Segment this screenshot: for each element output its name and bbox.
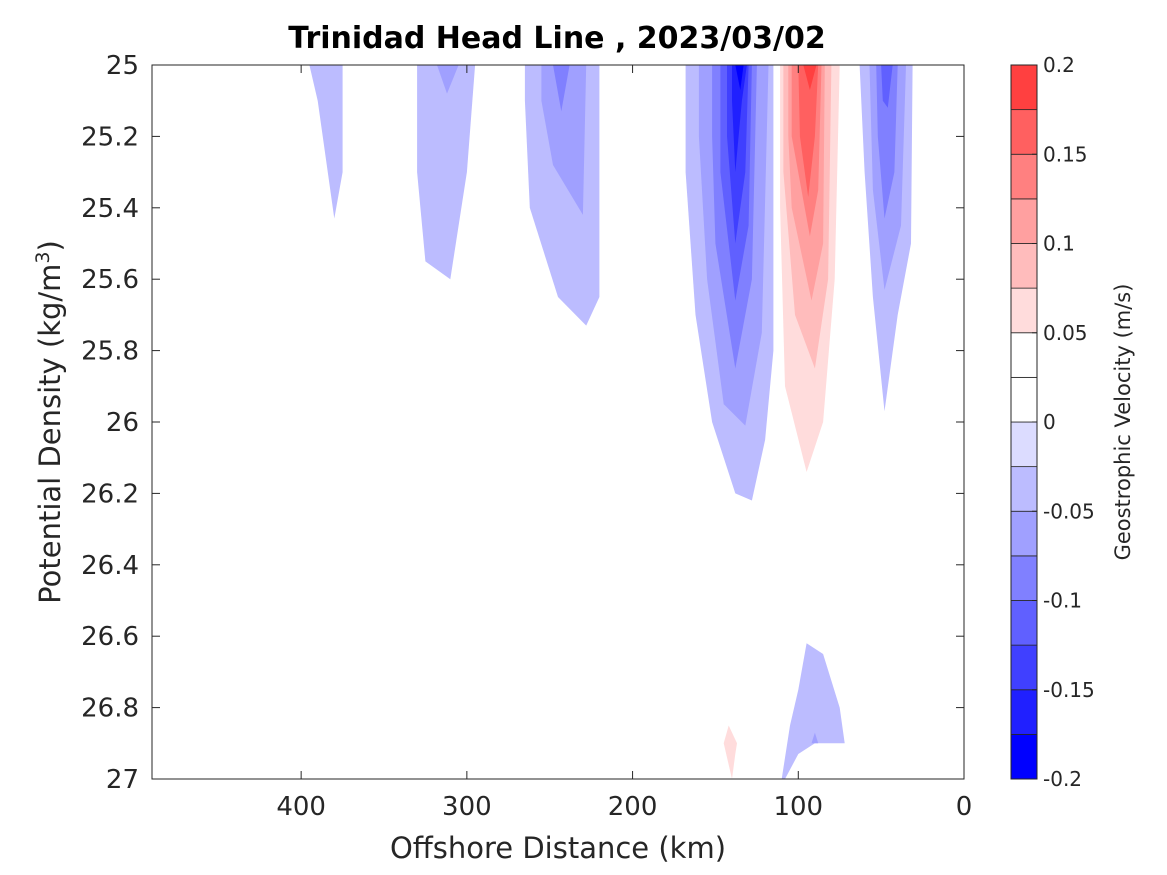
colorbar-band xyxy=(1010,198,1038,244)
contour-region-5 xyxy=(541,65,587,215)
colorbar-band xyxy=(1010,376,1038,423)
contour-region-2 xyxy=(417,65,476,280)
contour-region-26 xyxy=(864,511,906,744)
colorbar-tick-label: 0.2 xyxy=(1043,53,1075,77)
colorbar-tick-label: 0.15 xyxy=(1043,142,1088,166)
contour-fills xyxy=(268,65,913,779)
y-tick-label: 25 xyxy=(106,51,139,81)
colorbar-tick-label: 0.05 xyxy=(1043,321,1088,345)
contour-region-27 xyxy=(698,643,757,779)
colorbar-band xyxy=(1010,600,1038,646)
colorbar-band xyxy=(1010,332,1038,378)
contour-region-28 xyxy=(723,725,737,779)
colorbar-bands xyxy=(1010,64,1038,780)
contour-region-7 xyxy=(624,65,650,155)
y-axis-title-main: Potential Density (kg/m xyxy=(33,264,67,604)
contour-region-24 xyxy=(876,65,898,219)
contour-region-0 xyxy=(268,65,277,137)
y-tick-label: 27 xyxy=(106,765,139,795)
contour-region-25 xyxy=(881,65,893,108)
colorbar-title: Geostrophic Velocity (m/s) xyxy=(1111,284,1135,561)
colorbar-band xyxy=(1010,466,1038,512)
x-tick-label: 300 xyxy=(442,792,492,822)
contour-region-14 xyxy=(735,65,744,90)
colorbar-ticks: -0.2 -0.15 -0.1 -0.05 0 0.05 0.1 0.15 0.2 xyxy=(1032,53,1095,791)
colorbar-band xyxy=(1010,689,1038,735)
contour-region-31 xyxy=(417,704,472,744)
y-tick-label: 25.4 xyxy=(81,194,139,224)
contour-region-13 xyxy=(732,65,747,173)
plot-area xyxy=(151,64,965,780)
x-tick-label: 400 xyxy=(276,792,326,822)
colorbar-band xyxy=(1010,555,1038,601)
colorbar-band xyxy=(1010,644,1038,691)
y-axis-title: Potential Density (kg/m3) xyxy=(32,240,67,604)
colorbar-band xyxy=(1010,153,1038,200)
contour-region-32 xyxy=(561,711,572,744)
contour-region-29 xyxy=(781,643,845,779)
colorbar-tick-label: -0.05 xyxy=(1043,499,1095,523)
contour-region-6 xyxy=(553,65,570,112)
colorbar-band xyxy=(1010,287,1038,334)
contour-region-3 xyxy=(437,65,459,94)
colorbar-tick-label: -0.2 xyxy=(1043,767,1082,791)
colorbar-tick-label: -0.15 xyxy=(1043,678,1095,702)
colorbar-tick-label: 0 xyxy=(1043,410,1056,434)
x-tick-label: 100 xyxy=(773,792,823,822)
x-tick-label: 200 xyxy=(608,792,658,822)
y-tick-label: 26.8 xyxy=(81,694,139,724)
contour-region-30 xyxy=(811,732,819,744)
chart-title: Trinidad Head Line , 2023/03/02 xyxy=(288,21,825,56)
contour-region-12 xyxy=(727,65,749,244)
y-tick-label: 26.2 xyxy=(81,479,139,509)
colorbar-band xyxy=(1010,510,1038,557)
y-tick-label: 26.4 xyxy=(81,551,139,581)
y-axis-title-superscript: 3 xyxy=(32,251,54,263)
colorbar-tick-label: 0.1 xyxy=(1043,232,1075,256)
x-axis-title: Offshore Distance (km) xyxy=(390,831,726,865)
contour-region-21 xyxy=(803,65,817,90)
y-tick-label: 25.2 xyxy=(81,122,139,152)
colorbar-band xyxy=(1010,109,1038,155)
contour-region-1 xyxy=(309,65,343,219)
colorbar-tick-label: -0.1 xyxy=(1043,589,1082,613)
colorbar-band xyxy=(1010,421,1038,468)
x-axis: 400 300 200 100 0 xyxy=(276,65,972,822)
y-tick-label: 26.6 xyxy=(81,622,139,652)
y-tick-label: 25.6 xyxy=(81,265,139,295)
y-tick-label: 25.8 xyxy=(81,337,139,367)
x-tick-label: 0 xyxy=(956,792,973,822)
y-tick-label: 26 xyxy=(106,408,139,438)
contour-region-20 xyxy=(798,65,819,198)
colorbar-band xyxy=(1010,733,1038,780)
colorbar: -0.2 -0.15 -0.1 -0.05 0 0.05 0.1 0.15 0.2 xyxy=(1010,53,1095,791)
colorbar-band xyxy=(1010,64,1038,111)
y-axis-title-tail: ) xyxy=(33,240,67,251)
y-axis: 25 25.2 25.4 25.6 25.8 26 26.2 26.4 26.6 26.8 27 xyxy=(81,51,964,795)
colorbar-band xyxy=(1010,243,1038,289)
